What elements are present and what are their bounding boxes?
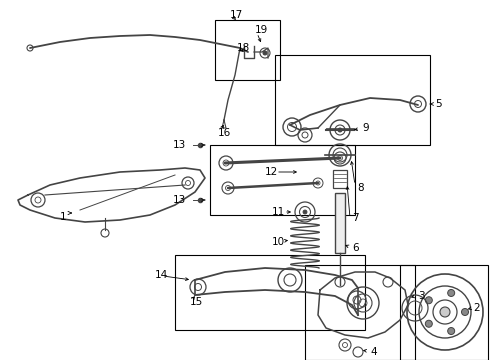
Circle shape [440, 307, 450, 317]
Bar [210, 145, 355, 215]
Text: 13: 13 [173, 140, 186, 150]
Text: 16: 16 [218, 128, 231, 138]
Text: 10: 10 [272, 237, 285, 247]
Circle shape [338, 128, 342, 132]
Circle shape [425, 297, 432, 304]
Text: 3: 3 [418, 291, 425, 301]
Text: 15: 15 [190, 297, 203, 307]
Text: 18: 18 [237, 43, 250, 53]
Text: 4: 4 [370, 347, 377, 357]
Text: 14: 14 [155, 270, 168, 280]
Text: 7: 7 [352, 213, 359, 223]
Bar [400, 265, 488, 360]
Text: 11: 11 [272, 207, 285, 217]
Text: 5: 5 [435, 99, 441, 109]
Text: 9: 9 [362, 123, 368, 133]
Circle shape [448, 328, 455, 334]
Text: 8: 8 [357, 183, 364, 193]
Text: 2: 2 [473, 303, 480, 313]
Bar [335, 193, 345, 253]
Bar [175, 255, 365, 330]
Bar [275, 55, 430, 145]
Bar [215, 20, 280, 80]
Text: 17: 17 [230, 10, 243, 20]
Bar [333, 170, 347, 188]
Circle shape [425, 320, 432, 327]
Bar [305, 265, 415, 360]
Circle shape [448, 289, 455, 297]
Text: 1: 1 [60, 212, 67, 222]
Circle shape [263, 51, 267, 55]
Circle shape [462, 309, 468, 315]
Text: 12: 12 [265, 167, 278, 177]
Text: 19: 19 [255, 25, 268, 35]
Circle shape [303, 210, 307, 214]
Text: 6: 6 [352, 243, 359, 253]
Text: 13: 13 [173, 195, 186, 205]
